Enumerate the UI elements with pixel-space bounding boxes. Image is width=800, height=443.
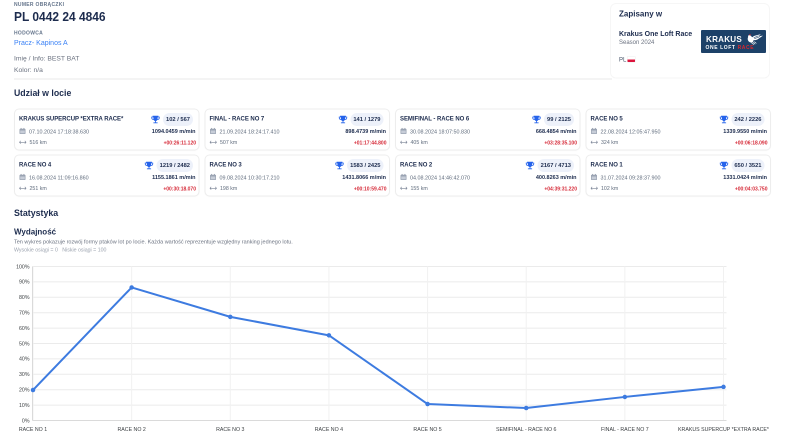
svg-text:60%: 60% [19,326,30,332]
svg-text:RACE NO 1: RACE NO 1 [19,427,47,433]
svg-text:70%: 70% [19,310,30,316]
svg-text:SEMIFINAL - RACE NO 6: SEMIFINAL - RACE NO 6 [496,427,557,433]
svg-text:RACE NO 3: RACE NO 3 [216,427,244,433]
svg-text:90%: 90% [19,280,30,286]
svg-text:FINAL - RACE NO 7: FINAL - RACE NO 7 [601,427,649,433]
svg-text:50%: 50% [19,341,30,347]
svg-text:RACE NO 2: RACE NO 2 [117,427,145,433]
svg-text:KRAKUS SUPERCUP *EXTRA RACE*: KRAKUS SUPERCUP *EXTRA RACE* [678,427,769,433]
svg-text:10%: 10% [19,403,30,409]
svg-text:30%: 30% [19,372,30,378]
svg-text:100%: 100% [16,264,30,270]
svg-text:RACE NO 4: RACE NO 4 [315,427,343,433]
svg-text:0%: 0% [22,418,30,424]
svg-text:20%: 20% [19,387,30,393]
svg-text:40%: 40% [19,357,30,363]
svg-text:RACE NO 5: RACE NO 5 [413,427,441,433]
svg-text:80%: 80% [19,295,30,301]
